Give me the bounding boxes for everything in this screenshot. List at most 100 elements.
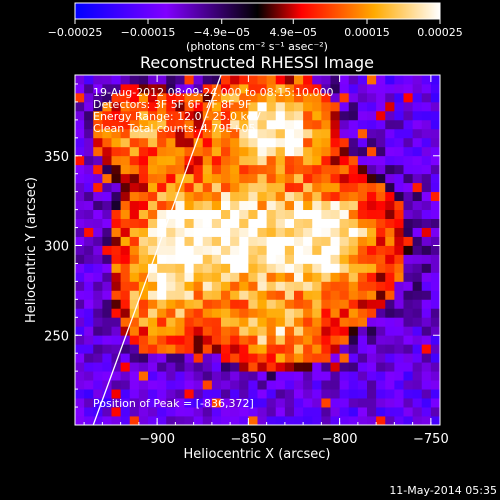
- heatmap-cell: [157, 173, 167, 184]
- heatmap-cell: [211, 317, 222, 327]
- heatmap-cell: [75, 155, 85, 166]
- heatmap-cell: [376, 389, 386, 399]
- heatmap-cell: [120, 263, 131, 273]
- heatmap-cell: [430, 353, 440, 363]
- heatmap-cell: [211, 75, 222, 85]
- heatmap-cell: [184, 380, 195, 390]
- heatmap-cell: [129, 254, 140, 264]
- heatmap-cell: [412, 227, 423, 237]
- heatmap-cell: [129, 164, 140, 175]
- heatmap-cell: [303, 380, 313, 390]
- heatmap-cell: [248, 281, 258, 291]
- heatmap-cell: [221, 281, 231, 291]
- heatmap-cell: [357, 371, 368, 381]
- heatmap-cell: [257, 272, 268, 282]
- heatmap-cell: [138, 119, 149, 130]
- x-tick-label: −900: [139, 432, 175, 447]
- heatmap-cell: [148, 335, 158, 345]
- heatmap-cell: [403, 398, 414, 408]
- heatmap-cell: [175, 380, 185, 390]
- heatmap-cell: [312, 398, 322, 408]
- heatmap-cell: [248, 344, 258, 354]
- heatmap-cell: [111, 389, 122, 399]
- heatmap-cell: [93, 200, 103, 211]
- heatmap-cell: [102, 308, 112, 318]
- heatmap-cell: [303, 308, 313, 318]
- heatmap-cell: [75, 416, 85, 425]
- heatmap-cell: [75, 245, 85, 255]
- heatmap-cell: [138, 110, 149, 121]
- heatmap-cell: [102, 164, 112, 175]
- heatmap-cell: [193, 344, 204, 354]
- heatmap-cell: [221, 326, 231, 336]
- heatmap-cell: [421, 182, 432, 193]
- heatmap-cell: [275, 389, 286, 399]
- heatmap-cell: [129, 335, 140, 345]
- heatmap-cell: [239, 344, 249, 354]
- heatmap-cell: [211, 146, 222, 157]
- heatmap-cell: [312, 353, 322, 363]
- heatmap-cell: [202, 164, 213, 175]
- heatmap-cell: [84, 164, 94, 175]
- heatmap-cell: [394, 389, 404, 399]
- heatmap-cell: [348, 263, 359, 273]
- heatmap-cell: [184, 164, 195, 175]
- heatmap-cell: [221, 209, 231, 219]
- heatmap-cell: [175, 353, 185, 363]
- heatmap-cell: [211, 299, 222, 309]
- heatmap-cell: [394, 182, 404, 193]
- heatmap-cell: [348, 200, 359, 211]
- heatmap-cell: [376, 281, 386, 291]
- heatmap-cell: [221, 380, 231, 390]
- heatmap-cell: [184, 308, 195, 318]
- heatmap-cell: [294, 155, 304, 166]
- heatmap-cell: [239, 416, 249, 425]
- heatmap-cell: [339, 236, 350, 246]
- heatmap-cell: [148, 344, 158, 354]
- heatmap-cell: [248, 389, 258, 399]
- colorbar-unit-label: (photons cm⁻² s⁻¹ asec⁻²): [186, 40, 328, 53]
- heatmap-cell: [330, 200, 341, 211]
- heatmap-cell: [294, 308, 304, 318]
- heatmap-cell: [102, 263, 112, 273]
- heatmap-cell: [111, 101, 122, 112]
- heatmap-cell: [376, 317, 386, 327]
- heatmap-cell: [230, 362, 240, 372]
- heatmap-cell: [367, 371, 377, 381]
- heatmap-cell: [175, 416, 185, 425]
- heatmap-cell: [230, 335, 240, 345]
- heatmap-cell: [330, 371, 341, 381]
- heatmap-cell: [421, 335, 432, 345]
- heatmap-cell: [239, 119, 249, 130]
- heatmap-cell: [257, 299, 268, 309]
- heatmap-cell: [138, 308, 149, 318]
- heatmap-cell: [148, 83, 158, 94]
- heatmap-cell: [367, 83, 377, 94]
- heatmap-cell: [367, 416, 377, 425]
- heatmap-cell: [357, 146, 368, 157]
- heatmap-cell: [294, 182, 304, 193]
- heatmap-cell: [239, 281, 249, 291]
- heatmap-cell: [294, 110, 304, 121]
- heatmap-cell: [129, 290, 140, 300]
- heatmap-cell: [193, 227, 204, 237]
- heatmap-cell: [367, 92, 377, 103]
- heatmap-cell: [184, 398, 195, 408]
- heatmap-cell: [430, 227, 440, 237]
- heatmap-cell: [303, 353, 313, 363]
- heatmap-cell: [339, 335, 350, 345]
- heatmap-cell: [184, 218, 195, 228]
- heatmap-cell: [412, 200, 423, 211]
- heatmap-cell: [120, 344, 131, 354]
- heatmap-cell: [266, 416, 277, 425]
- heatmap-cell: [430, 182, 440, 193]
- heatmap-cell: [339, 92, 350, 103]
- heatmap-cell: [412, 155, 423, 166]
- heatmap-cell: [339, 416, 350, 425]
- heatmap-cell: [75, 263, 85, 273]
- heatmap-cell: [430, 389, 440, 399]
- heatmap-cell: [166, 407, 176, 417]
- heatmap-cell: [157, 110, 167, 121]
- heatmap-cell: [430, 362, 440, 372]
